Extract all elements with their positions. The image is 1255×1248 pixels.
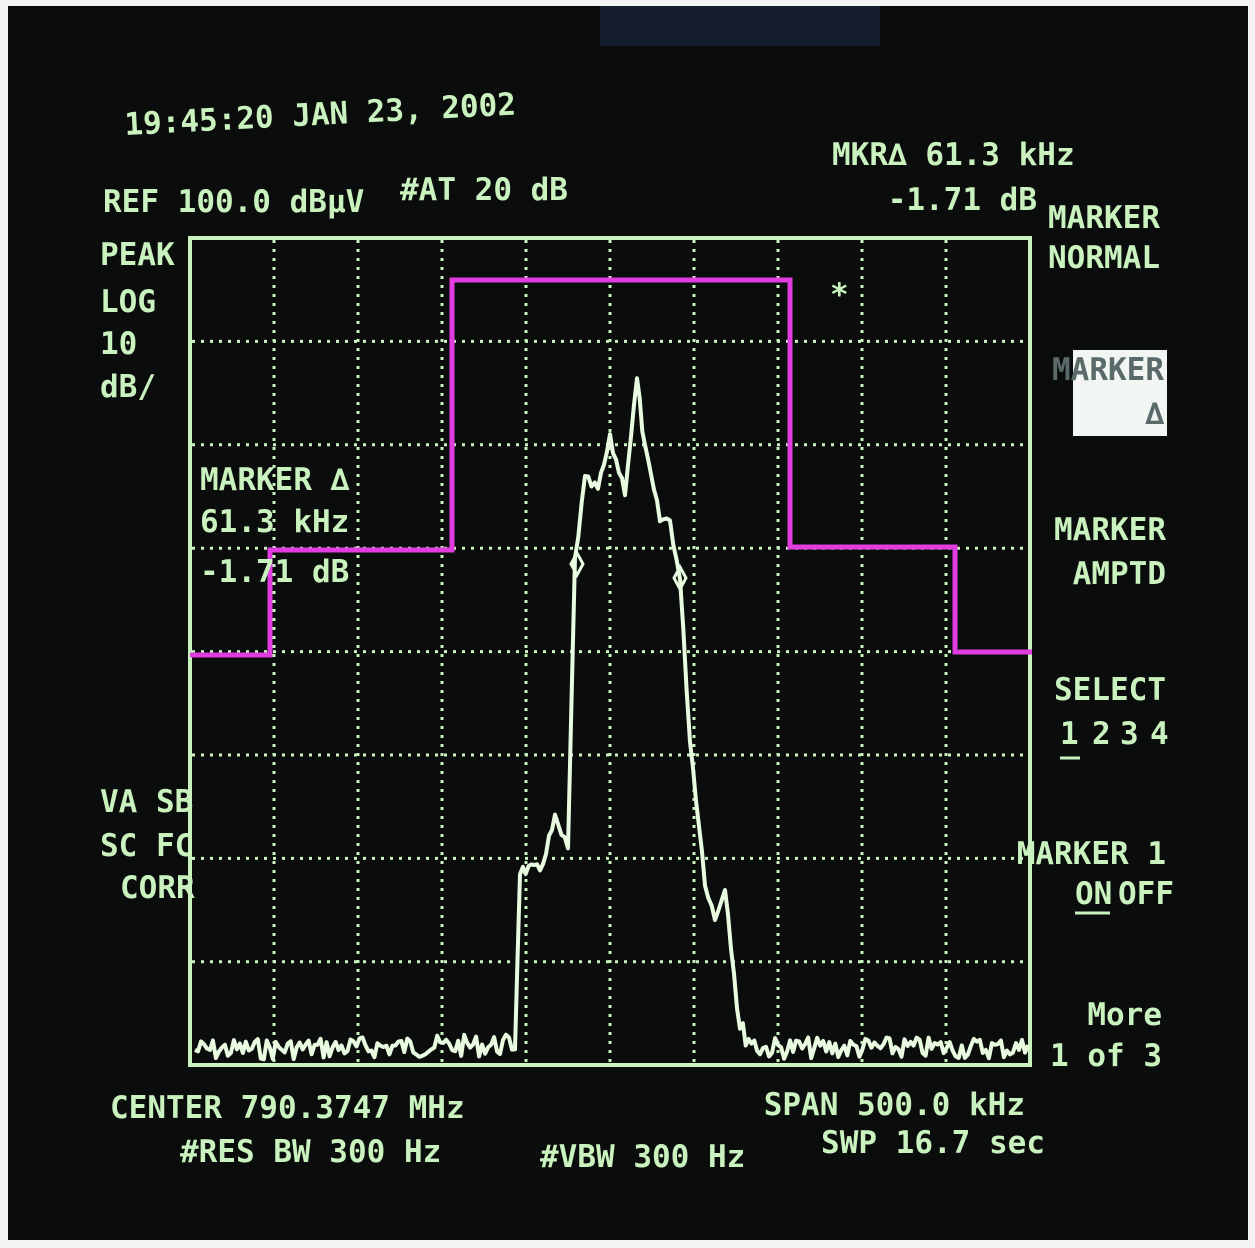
- scale: LOG: [100, 284, 156, 320]
- marker-diamonds: [569, 549, 688, 593]
- softkey-option[interactable]: 2: [1092, 716, 1111, 752]
- scale: 10: [100, 326, 137, 362]
- softkey-option[interactable]: ON: [1075, 876, 1112, 912]
- screen-bg: [8, 6, 1248, 1240]
- softkey-option[interactable]: 3: [1120, 716, 1139, 752]
- reference-level: REF 100.0 dBµV: [103, 184, 364, 220]
- marker-box: MARKER ∆: [200, 462, 350, 498]
- softkey[interactable]: ∆: [1144, 396, 1164, 432]
- marker-readout: MKR∆ 61.3 kHz: [832, 137, 1075, 173]
- resolution-bandwidth: #RES BW 300 Hz: [180, 1134, 441, 1170]
- softkey[interactable]: MARKER: [1048, 200, 1160, 236]
- marker-box: -1.71 dB: [200, 554, 349, 590]
- softkey[interactable]: AMPTD: [1073, 556, 1166, 592]
- limit-mask: [190, 277, 1032, 658]
- status: CORR: [120, 870, 195, 906]
- softkey[interactable]: MARKER 1: [1017, 836, 1166, 872]
- softkey[interactable]: 1 of 3: [1050, 1038, 1162, 1074]
- softkey[interactable]: SELECT: [1054, 672, 1166, 708]
- softkey[interactable]: MARKER: [1054, 512, 1166, 548]
- marker-box: 61.3 kHz: [200, 504, 349, 540]
- softkey-option[interactable]: OFF: [1118, 876, 1174, 912]
- attenuation: #AT 20 dB: [400, 172, 568, 208]
- status: SC FC: [100, 828, 193, 864]
- span: SPAN 500.0 kHz: [764, 1087, 1025, 1123]
- detector: PEAK: [100, 237, 175, 273]
- softkey[interactable]: More: [1087, 997, 1162, 1033]
- sweep-time: SWP 16.7 sec: [821, 1125, 1045, 1161]
- status: VA SB: [100, 784, 193, 820]
- video-bandwidth: #VBW 300 Hz: [540, 1139, 745, 1175]
- softkey[interactable]: MARKER: [1052, 352, 1164, 388]
- spectrum-trace: [194, 376, 1030, 1062]
- glare: [600, 6, 880, 46]
- softkey-option[interactable]: 4: [1150, 716, 1169, 752]
- center-frequency: CENTER 790.3747 MHz: [110, 1090, 465, 1126]
- softkey-option[interactable]: 1: [1060, 716, 1079, 752]
- scale: dB/: [100, 369, 156, 405]
- softkey-highlight: [1073, 350, 1167, 436]
- graticule: [192, 240, 1028, 1063]
- trace-symbol: *: [830, 277, 849, 313]
- marker-readout: -1.71 dB: [888, 182, 1037, 218]
- softkey[interactable]: NORMAL: [1048, 240, 1160, 276]
